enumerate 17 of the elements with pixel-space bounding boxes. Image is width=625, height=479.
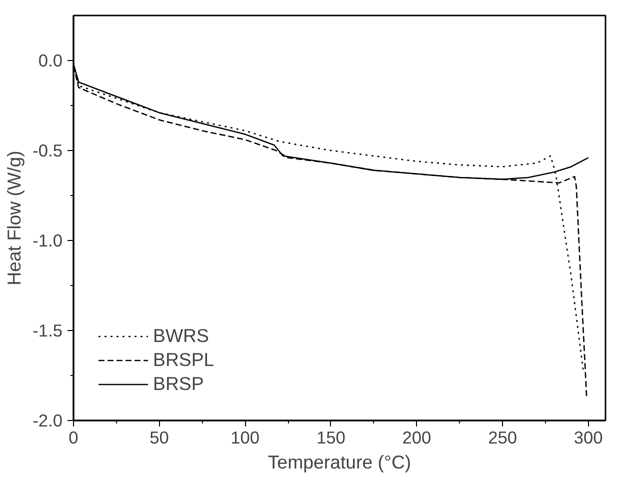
x-tick-label: 300 xyxy=(574,428,603,448)
y-tick-label: -1.5 xyxy=(32,320,62,340)
y-tick-label: -2.0 xyxy=(32,410,62,430)
y-tick-label: 0.0 xyxy=(38,50,63,70)
y-tick-label: -0.5 xyxy=(32,140,62,160)
legend-label: BRSP xyxy=(153,373,204,395)
x-tick-label: 100 xyxy=(230,428,260,448)
y-axis-title: Heat Flow (W/g) xyxy=(4,150,25,286)
legend-label: BWRS xyxy=(153,325,209,347)
x-tick-label: 150 xyxy=(316,428,346,448)
y-tick-label: -1.0 xyxy=(32,230,62,250)
x-tick-label: 0 xyxy=(68,428,78,448)
x-tick-label: 250 xyxy=(488,428,517,448)
x-tick-label: 200 xyxy=(402,428,432,448)
legend-label: BRSPL xyxy=(153,349,214,371)
x-tick-label: 50 xyxy=(150,428,169,448)
x-axis-title: Temperature (°C) xyxy=(268,452,412,472)
